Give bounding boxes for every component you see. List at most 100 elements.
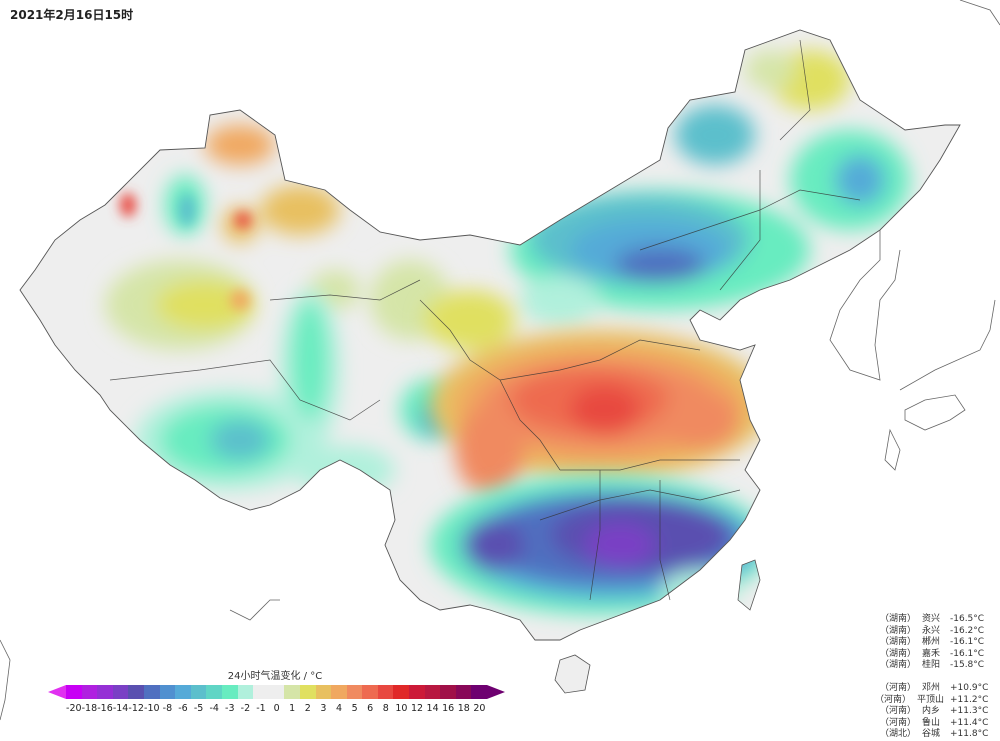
station-name: 内乡 xyxy=(922,706,941,717)
colorbar-segments xyxy=(66,685,488,699)
colorbar-tick: 4 xyxy=(335,703,343,714)
colorbar-segment xyxy=(237,685,254,699)
colorbar-tick: 2 xyxy=(304,703,311,714)
station-value: +10.9°C xyxy=(950,682,989,693)
colorbar-over-arrow xyxy=(487,685,506,699)
colorbar-tick: -6 xyxy=(178,703,188,714)
colorbar-tick: -1 xyxy=(256,703,266,714)
colorbar-segment xyxy=(143,685,160,699)
colorbar-tick: 20 xyxy=(473,703,486,714)
station-value: -15.8°C xyxy=(950,660,985,671)
colorbar-tick: 8 xyxy=(382,703,389,714)
colorbar-segment xyxy=(284,685,300,699)
station-row: （河南） 平顶山 +11.2°C xyxy=(875,695,992,707)
colorbar-tick: -12 xyxy=(128,703,144,714)
station-value: +11.4°C xyxy=(950,717,989,728)
station-row: （河南） 鲁山 +11.4°C xyxy=(875,718,992,730)
colorbar-tick: -20 xyxy=(66,703,82,714)
colorbar-tick: -16 xyxy=(97,703,113,714)
colorbar-segment xyxy=(471,685,488,699)
colorbar-under-arrow xyxy=(48,685,66,699)
colorbar-segment xyxy=(97,685,113,699)
colorbar-segment xyxy=(206,685,222,699)
station-province: （湖南） xyxy=(879,637,916,648)
colorbar-segment xyxy=(331,685,347,699)
colorbar-title: 24小时气温变化 / °C xyxy=(227,671,323,682)
colorbar-segment xyxy=(455,685,472,699)
station-name: 桂阳 xyxy=(922,660,941,671)
station-row: （湖南） 嘉禾 -16.1°C xyxy=(875,649,992,661)
map-title: 2021年2月16日15时 xyxy=(10,8,134,22)
colorbar-segment xyxy=(175,685,191,699)
colorbar-segment xyxy=(393,685,410,699)
station-province: （湖南） xyxy=(879,614,916,624)
station-province: （河南） xyxy=(879,682,916,693)
station-name: 郴州 xyxy=(922,637,941,648)
colorbar-segment xyxy=(81,685,98,699)
station-value: +11.2°C xyxy=(950,694,989,705)
station-row: （河南） 邓州 +10.9°C xyxy=(875,683,992,695)
colorbar-tick: -18 xyxy=(81,703,98,714)
station-province: （湖北） xyxy=(879,729,916,740)
colorbar-tick: -5 xyxy=(193,703,204,714)
station-name: 永兴 xyxy=(922,625,941,636)
station-row: （湖南） 桂阳 -15.8°C xyxy=(875,660,992,672)
station-name: 嘉禾 xyxy=(922,648,941,659)
station-row: （河南） 内乡 +11.3°C xyxy=(875,706,992,718)
station-value: +11.3°C xyxy=(950,706,989,717)
colorbar-tick: 14 xyxy=(426,703,439,714)
colorbar-tick: -10 xyxy=(144,703,160,714)
colorbar-tick-labels: -20 -18 -16 -14 -12 -10 -8 -6 -5 -4 -3 -2 -1 0 1 2 3 4 5 6 8… xyxy=(0,703,1000,717)
colorbar-tick: -3 xyxy=(225,703,235,714)
colorbar-tick: 16 xyxy=(442,703,455,714)
colorbar-tick: -14 xyxy=(112,703,129,714)
colorbar-tick: -2 xyxy=(240,703,251,714)
station-value: -16.1°C xyxy=(950,648,985,659)
colorbar-segment xyxy=(221,685,238,699)
station-province: （湖南） xyxy=(879,660,916,671)
station-province: （河南） xyxy=(879,717,916,728)
station-name: 谷城 xyxy=(922,729,941,740)
colorbar-segment xyxy=(377,685,394,699)
colorbar-segment xyxy=(315,685,332,699)
colorbar-segment xyxy=(362,685,378,699)
station-row: （湖南） 郴州 -16.1°C xyxy=(875,637,992,649)
colorbar-tick: 6 xyxy=(367,703,374,714)
colorbar-segment xyxy=(112,685,129,699)
station-province: （河南） xyxy=(879,706,916,717)
station-province: （湖南） xyxy=(879,648,916,659)
colorbar-segment xyxy=(299,685,316,699)
colorbar-tick: 18 xyxy=(457,703,470,714)
station-name: 平顶山 xyxy=(916,694,944,705)
station-row: （湖北） 谷城 +11.8°C xyxy=(875,729,992,741)
station-province: （湖南） xyxy=(879,625,916,636)
station-province: （河南） xyxy=(874,694,911,705)
station-name: 鲁山 xyxy=(922,717,941,728)
colorbar-tick: -8 xyxy=(162,703,173,714)
colorbar-tick: 10 xyxy=(395,703,408,714)
colorbar-segment xyxy=(159,685,176,699)
colorbar-tick: 1 xyxy=(289,703,296,714)
colorbar-segment xyxy=(66,685,82,699)
colorbar-segment xyxy=(268,685,285,699)
colorbar-tick: -4 xyxy=(209,703,219,714)
station-row: （湖南） 资兴 -16.5°C xyxy=(875,614,992,626)
colorbar-segment xyxy=(440,685,456,699)
colorbar-segment xyxy=(190,685,207,699)
colorbar-segment xyxy=(346,685,363,699)
station-value: -16.1°C xyxy=(950,637,985,648)
coldest-stations: （湖南） 资兴 -16.5°C （湖南） 永兴 -16.2°C （湖南） 郴州 -16.1°C （… xyxy=(875,614,992,672)
colorbar-tick: 12 xyxy=(410,703,424,714)
colorbar-segment xyxy=(409,685,425,699)
colorbar-segment xyxy=(128,685,144,699)
warmest-stations: （河南） 邓州 +10.9°C （河南） 平顶山 +11.2°C （河南） 内乡 +11.3°C… xyxy=(875,683,992,741)
colorbar xyxy=(48,685,506,699)
station-name: 资兴 xyxy=(922,614,941,624)
colorbar-tick: 3 xyxy=(320,703,327,714)
station-value: +11.8°C xyxy=(950,729,989,740)
colorbar-tick: 5 xyxy=(351,703,358,714)
colorbar-segment xyxy=(253,685,269,699)
station-row: （湖南） 永兴 -16.2°C xyxy=(875,626,992,638)
colorbar-segment xyxy=(424,685,441,699)
